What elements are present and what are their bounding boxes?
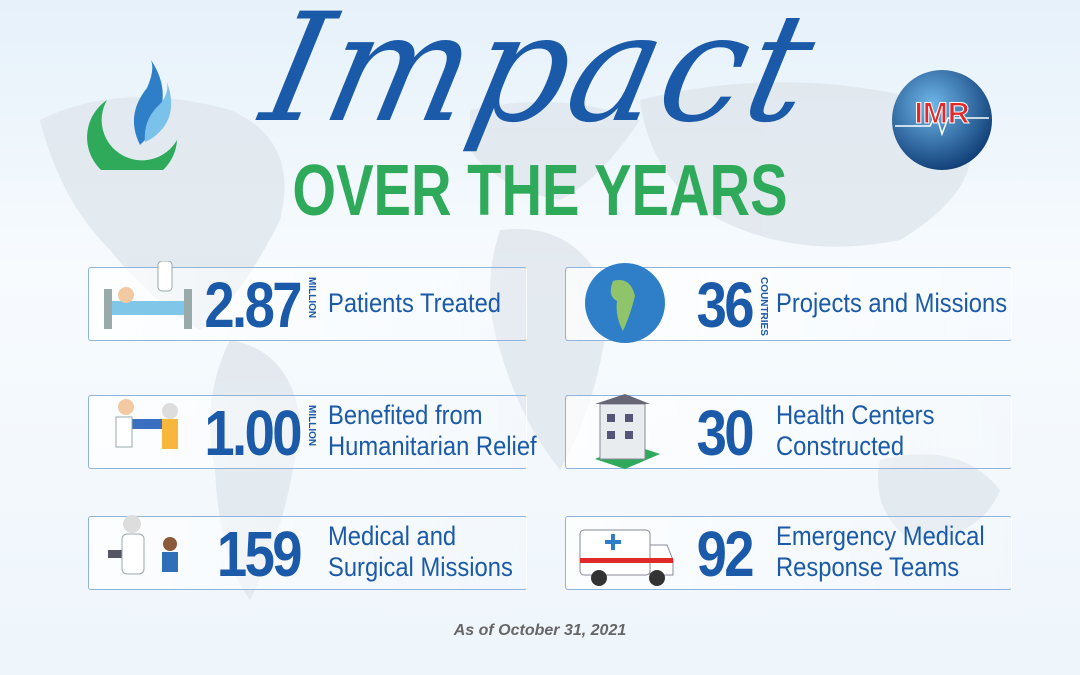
- stat-number: 30: [696, 397, 755, 469]
- stat-icon: [98, 510, 198, 596]
- logo-right: IMR: [892, 70, 992, 170]
- title: Impact: [249, 0, 831, 156]
- icon: [579, 529, 674, 586]
- stat-icon: [575, 261, 675, 347]
- stat-label: Medical and: [328, 521, 457, 551]
- icon: [104, 260, 192, 329]
- stat-label: Patients Treated: [328, 287, 502, 318]
- subtitle: OVER THE YEARS: [292, 151, 788, 231]
- stat-label: Humanitarian Relief: [328, 431, 537, 461]
- icon: [115, 399, 178, 449]
- stat-number: 2.87: [204, 269, 302, 341]
- stat-number: 159: [216, 518, 303, 590]
- logo-text: IMR: [915, 97, 970, 130]
- stat-label: Emergency Medical: [776, 521, 985, 551]
- footnote: As of October 31, 2021: [453, 622, 627, 639]
- stat-label: Surgical Missions: [328, 552, 513, 582]
- icon: [585, 263, 665, 343]
- stat-icon: [98, 260, 198, 347]
- stat-unit: MILLION: [306, 405, 317, 447]
- stat-icon: [575, 389, 675, 475]
- stat-number: 1.00: [204, 397, 302, 469]
- stat-label: Benefited from: [328, 400, 483, 430]
- stat-label: Projects and Missions: [776, 287, 1008, 318]
- icon: [595, 394, 660, 469]
- stat-number: 36: [696, 269, 755, 341]
- logo-left: [87, 60, 177, 170]
- stat-unit: COUNTRIES: [758, 277, 769, 336]
- icon: [108, 515, 178, 575]
- stat-label: Health Centers: [776, 400, 935, 430]
- stat-card: [88, 516, 527, 590]
- stat-number: 92: [696, 518, 755, 590]
- stat-label: Constructed: [776, 431, 905, 461]
- stat-label: Response Teams: [776, 552, 960, 582]
- stat-icon: [575, 510, 675, 596]
- stat-card: [88, 395, 527, 469]
- stat-icon: [98, 389, 198, 475]
- stat-unit: MILLION: [306, 277, 317, 319]
